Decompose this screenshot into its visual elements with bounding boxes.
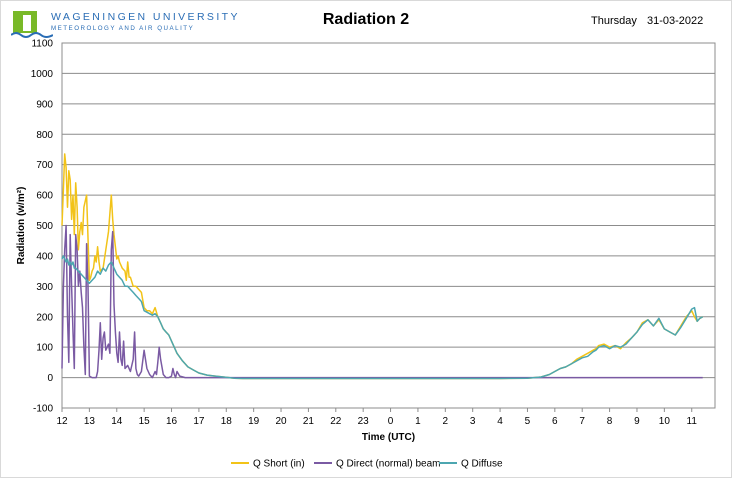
- series-lines: [61, 153, 704, 380]
- x-tick-label: 15: [139, 416, 151, 427]
- y-tick-label: 800: [36, 130, 53, 141]
- chart-title: Radiation 2: [322, 11, 410, 28]
- x-axis-ticks: 12 13 14 15 16 17 18 19 20 21 22 23 0 1 2 3 4 5 6 7 8 9 10 11: [56, 408, 697, 427]
- x-tick-label: 11: [687, 416, 698, 427]
- x-tick-label: 14: [111, 416, 123, 427]
- logo-mark-icon: [13, 11, 37, 33]
- y-tick-label: 100: [36, 343, 53, 354]
- x-tick-label: 3: [470, 416, 476, 427]
- series-line-2: [61, 255, 704, 380]
- x-tick-label: 5: [525, 416, 531, 427]
- logo-wave-icon: [11, 32, 53, 38]
- university-name: WAGENINGEN UNIVERSITY: [51, 11, 240, 23]
- x-tick-label: 8: [607, 416, 613, 427]
- x-tick-label: 18: [221, 416, 233, 427]
- university-logo: WAGENINGEN UNIVERSITY METEOROLOGY AND AI…: [11, 10, 237, 38]
- x-tick-label: 17: [193, 416, 205, 427]
- legend-label: Q Short (in): [253, 459, 305, 470]
- y-tick-label: 200: [36, 312, 53, 323]
- y-tick-label: 700: [36, 160, 53, 171]
- y-axis-ticks: -100 0 100 200 300 400 500 600 700 800 900 1000 1100: [31, 39, 54, 415]
- legend-label: Q Direct (normal) beam: [336, 459, 440, 470]
- y-tick-label: 900: [36, 99, 53, 110]
- x-tick-label: 4: [497, 416, 503, 427]
- x-tick-label: 12: [56, 416, 68, 427]
- x-tick-label: 0: [388, 416, 394, 427]
- x-tick-label: 9: [634, 416, 640, 427]
- date-label: 31-03-2022: [647, 15, 704, 27]
- x-tick-label: 22: [330, 416, 342, 427]
- y-tick-label: 300: [36, 282, 53, 293]
- x-axis-label: Time (UTC): [362, 432, 415, 443]
- x-tick-label: 16: [166, 416, 178, 427]
- y-tick-label: 1100: [31, 39, 53, 50]
- x-tick-label: 6: [552, 416, 558, 427]
- y-tick-label: 0: [47, 373, 53, 384]
- y-tick-label: 600: [36, 191, 53, 202]
- x-tick-label: 21: [303, 416, 315, 427]
- y-tick-label: -100: [33, 404, 53, 415]
- x-tick-label: 19: [248, 416, 260, 427]
- legend-label: Q Diffuse: [461, 459, 503, 470]
- department-name: METEOROLOGY AND AIR QUALITY: [51, 25, 195, 32]
- y-tick-label: 400: [36, 251, 53, 262]
- x-tick-label: 7: [579, 416, 585, 427]
- x-tick-label: 2: [443, 416, 449, 427]
- y-tick-label: 500: [36, 221, 53, 232]
- y-tick-label: 1000: [31, 69, 54, 80]
- x-tick-label: 10: [659, 416, 671, 427]
- series-line-0: [61, 153, 704, 380]
- x-tick-label: 23: [358, 416, 370, 427]
- x-tick-label: 13: [84, 416, 96, 427]
- x-tick-label: 1: [415, 416, 421, 427]
- series-line-1: [61, 224, 703, 379]
- y-axis-label: Radiation (w/m²): [16, 187, 27, 265]
- legend: Q Short (in) Q Direct (normal) beam Q Diff…: [231, 459, 503, 470]
- x-tick-label: 20: [275, 416, 287, 427]
- weekday-label: Thursday: [591, 15, 637, 27]
